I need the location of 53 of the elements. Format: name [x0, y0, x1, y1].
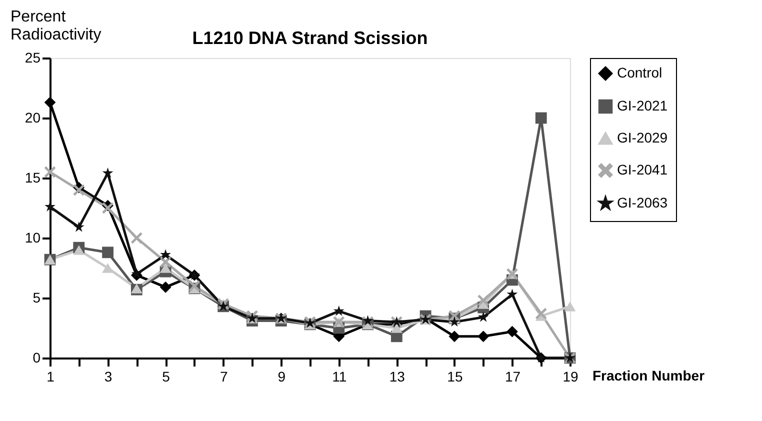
- point: [102, 263, 114, 273]
- point: [448, 310, 460, 322]
- point: [478, 294, 490, 306]
- point: [478, 330, 490, 342]
- y-tick-label: 15: [24, 170, 41, 186]
- point: [160, 256, 172, 268]
- x-tick-label: 13: [389, 368, 406, 384]
- point: [535, 308, 547, 320]
- point: [506, 326, 518, 338]
- x-axis-title: Fraction Number: [592, 368, 706, 384]
- legend-label: GI-2029: [617, 130, 668, 146]
- point: [44, 166, 56, 178]
- point: [448, 330, 460, 342]
- y-tick-label: 0: [32, 350, 41, 366]
- point: [160, 263, 172, 273]
- x-tick-label: 19: [562, 368, 578, 384]
- point: [390, 323, 402, 333]
- point: [478, 312, 489, 322]
- legend-label: Control: [617, 64, 662, 80]
- point: [449, 316, 460, 327]
- x-tick-label: 1: [46, 368, 55, 384]
- x-tick-label: 17: [504, 368, 521, 384]
- x-tick-label: 15: [447, 368, 463, 384]
- point: [73, 222, 84, 232]
- x-tick-label: 5: [162, 368, 170, 384]
- x-tick-label: 3: [104, 368, 112, 384]
- y-axis-title: Percent Radioactivity: [10, 8, 102, 44]
- point: [506, 288, 518, 300]
- point: [160, 249, 171, 260]
- point: [44, 201, 56, 212]
- point: [333, 306, 344, 316]
- legend-label: GI-2041: [617, 162, 668, 178]
- point: [160, 282, 172, 293]
- point: [102, 246, 114, 258]
- chart-title: L1210 DNA Strand Scission: [192, 28, 428, 48]
- legend-label: GI-2063: [617, 194, 668, 210]
- y-tick-label: 20: [24, 110, 41, 126]
- point: [535, 112, 547, 124]
- x-tick-label: 7: [220, 368, 228, 384]
- x-tick-label: 11: [332, 368, 347, 384]
- legend-label: GI-2021: [617, 98, 668, 114]
- point: [102, 168, 114, 178]
- point: [130, 232, 142, 244]
- x-tick-label: 9: [278, 368, 286, 384]
- point: [564, 301, 576, 312]
- y-tick-label: 5: [32, 290, 41, 306]
- point: [73, 184, 85, 196]
- y-tick-label: 10: [24, 230, 41, 246]
- point: [362, 315, 374, 326]
- y-tick-label: 25: [24, 50, 41, 66]
- point: [188, 280, 200, 292]
- point: [73, 245, 85, 255]
- point: [44, 96, 56, 108]
